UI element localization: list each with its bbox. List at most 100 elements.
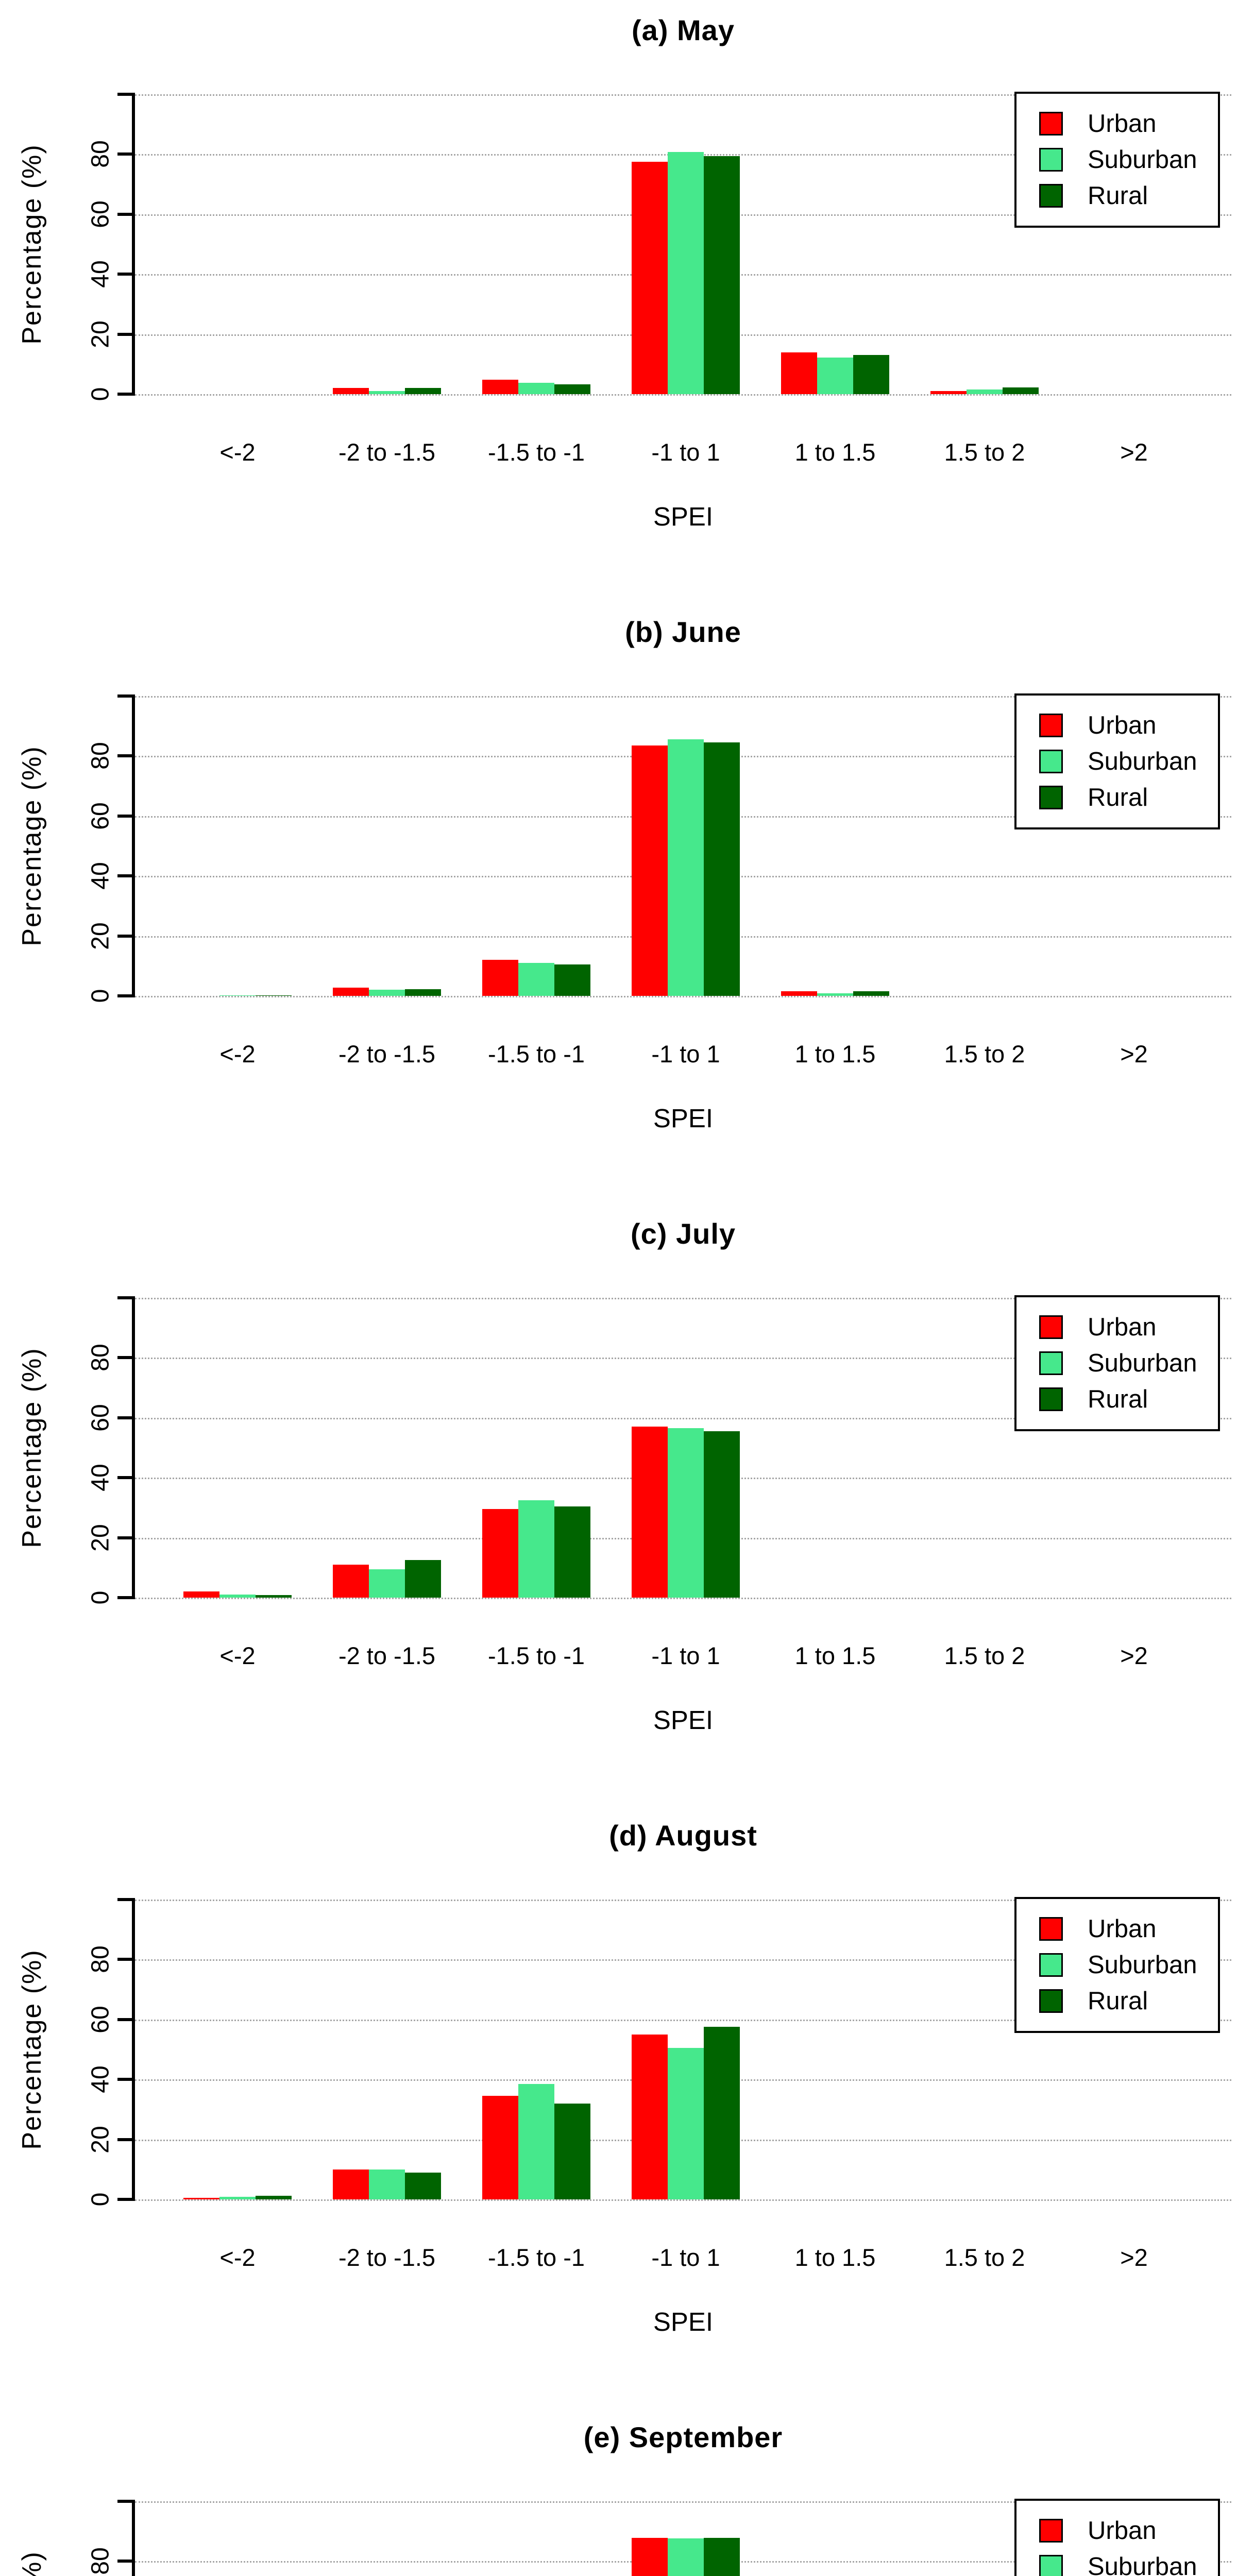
x-tick-label-text: 1 to 1.5 (794, 1642, 876, 1669)
x-tick-label-text: -1 to 1 (651, 438, 720, 466)
legend-label: Suburban (1088, 146, 1197, 174)
legend-item-urban: Urban (1039, 1911, 1218, 1947)
y-tick-label-text: 0 (87, 1590, 114, 1605)
bar-urban-4 (632, 161, 668, 394)
legend-swatch-suburban (1039, 2555, 1063, 2576)
x-tick-label-text: <-2 (219, 2244, 256, 2271)
legend-item-suburban: Suburban (1039, 1345, 1218, 1381)
gridline-y0 (135, 2199, 1231, 2201)
y-axis-line (132, 1296, 135, 1599)
bar-rural-4 (704, 2538, 740, 2576)
y-tickmark-80 (117, 2560, 132, 2563)
x-tick-label-text: -1.5 to -1 (487, 438, 585, 466)
legend-swatch-rural (1039, 786, 1063, 809)
bar-suburban-3 (518, 1500, 554, 1598)
x-tick-label-text: >2 (1120, 2244, 1148, 2271)
legend-label: Suburban (1088, 748, 1197, 775)
legend-label: Rural (1088, 784, 1148, 811)
legend-label: Urban (1088, 1915, 1157, 1943)
chart-section-2: (b) June Percentage (%) SPEI 0 20 40 60 80 <-… (0, 602, 1237, 1204)
y-axis-line (132, 694, 135, 997)
bar-suburban-1 (219, 1595, 256, 1598)
y-tickmark-100 (117, 694, 132, 698)
legend-item-urban: Urban (1039, 2513, 1218, 2549)
y-tick-label-text: 80 (87, 1945, 114, 1974)
y-tickmark-80 (117, 754, 132, 758)
y-tick-label-text: 80 (87, 140, 114, 168)
gridline-y0 (135, 996, 1231, 997)
bar-urban-3 (482, 2096, 518, 2199)
bar-rural-3 (554, 964, 590, 996)
bar-rural-4 (704, 156, 740, 394)
y-tickmark-60 (117, 212, 132, 216)
legend-swatch-rural (1039, 1387, 1063, 1411)
bar-suburban-4 (668, 1428, 704, 1598)
legend-item-suburban: Suburban (1039, 743, 1218, 779)
legend-box: Urban Suburban Rural (1014, 1897, 1220, 2033)
gridline-y100 (135, 2501, 1231, 2503)
legend-item-suburban: Suburban (1039, 142, 1218, 178)
y-tickmark-40 (117, 1476, 132, 1480)
y-tickmark-40 (117, 2078, 132, 2081)
bar-suburban-1 (219, 995, 256, 996)
x-tick-label-text: 1 to 1.5 (794, 2244, 876, 2271)
legend-box: Urban Suburban Rural (1014, 693, 1220, 829)
chart-section-3: (c) July Percentage (%) SPEI 0 20 40 60 80 <-… (0, 1204, 1237, 1805)
legend-label: Suburban (1088, 1349, 1197, 1377)
y-tickmark-0 (117, 393, 132, 396)
legend-swatch-urban (1039, 714, 1063, 737)
chart-title: (a) May (632, 14, 735, 46)
y-tick-label-text: 80 (87, 1344, 114, 1372)
x-tick-label-text: -2 to -1.5 (338, 1040, 436, 1067)
y-tickmark-20 (117, 1536, 132, 1539)
y-tickmark-80 (117, 152, 132, 156)
legend-swatch-suburban (1039, 750, 1063, 773)
bar-rural-2 (405, 989, 441, 996)
legend-swatch-urban (1039, 2519, 1063, 2543)
bar-suburban-5 (817, 993, 853, 996)
y-tick-label-text: 60 (87, 1404, 114, 1432)
y-tickmark-0 (117, 1596, 132, 1599)
y-tickmark-0 (117, 994, 132, 997)
y-axis-line (132, 2500, 135, 2576)
y-tickmark-80 (117, 1958, 132, 1961)
y-axis-line (132, 1898, 135, 2201)
legend-swatch-urban (1039, 1315, 1063, 1339)
chart-title: (c) July (630, 1217, 736, 1250)
x-tick-label-text: -1.5 to -1 (487, 2244, 585, 2271)
bar-suburban-4 (668, 2048, 704, 2199)
bar-rural-3 (554, 384, 590, 394)
legend-item-suburban: Suburban (1039, 1947, 1218, 1983)
bar-suburban-4 (668, 739, 704, 996)
bar-suburban-4 (668, 151, 704, 394)
x-tick-label-text: -1 to 1 (651, 1040, 720, 1067)
bar-rural-2 (405, 2172, 441, 2199)
legend-item-rural: Rural (1039, 1983, 1218, 2019)
legend-label: Suburban (1088, 1951, 1197, 1979)
bar-urban-3 (482, 1509, 518, 1598)
bar-urban-2 (333, 987, 369, 996)
gridline-y100 (135, 696, 1231, 698)
legend-item-rural: Rural (1039, 178, 1218, 214)
legend-label: Rural (1088, 182, 1148, 210)
y-tick-label-text: 60 (87, 2006, 114, 2033)
y-tick-label-text: 0 (87, 2192, 114, 2207)
legend-label: Urban (1088, 711, 1157, 739)
bar-urban-3 (482, 960, 518, 996)
bar-suburban-2 (369, 391, 405, 394)
bar-suburban-3 (518, 2083, 554, 2199)
gridline-y0 (135, 394, 1231, 396)
gridline-y100 (135, 1900, 1231, 1901)
x-tick-label-text: 1.5 to 2 (944, 438, 1025, 466)
legend-swatch-suburban (1039, 148, 1063, 172)
legend-item-rural: Rural (1039, 1381, 1218, 1417)
x-tick-label-text: -2 to -1.5 (338, 438, 436, 466)
bar-rural-2 (405, 388, 441, 394)
x-tick-label-text: >2 (1120, 438, 1148, 466)
y-tickmark-20 (117, 332, 132, 336)
chart-section-5: (e) September Percentage (%) SPEI 020406… (0, 2407, 1237, 2576)
